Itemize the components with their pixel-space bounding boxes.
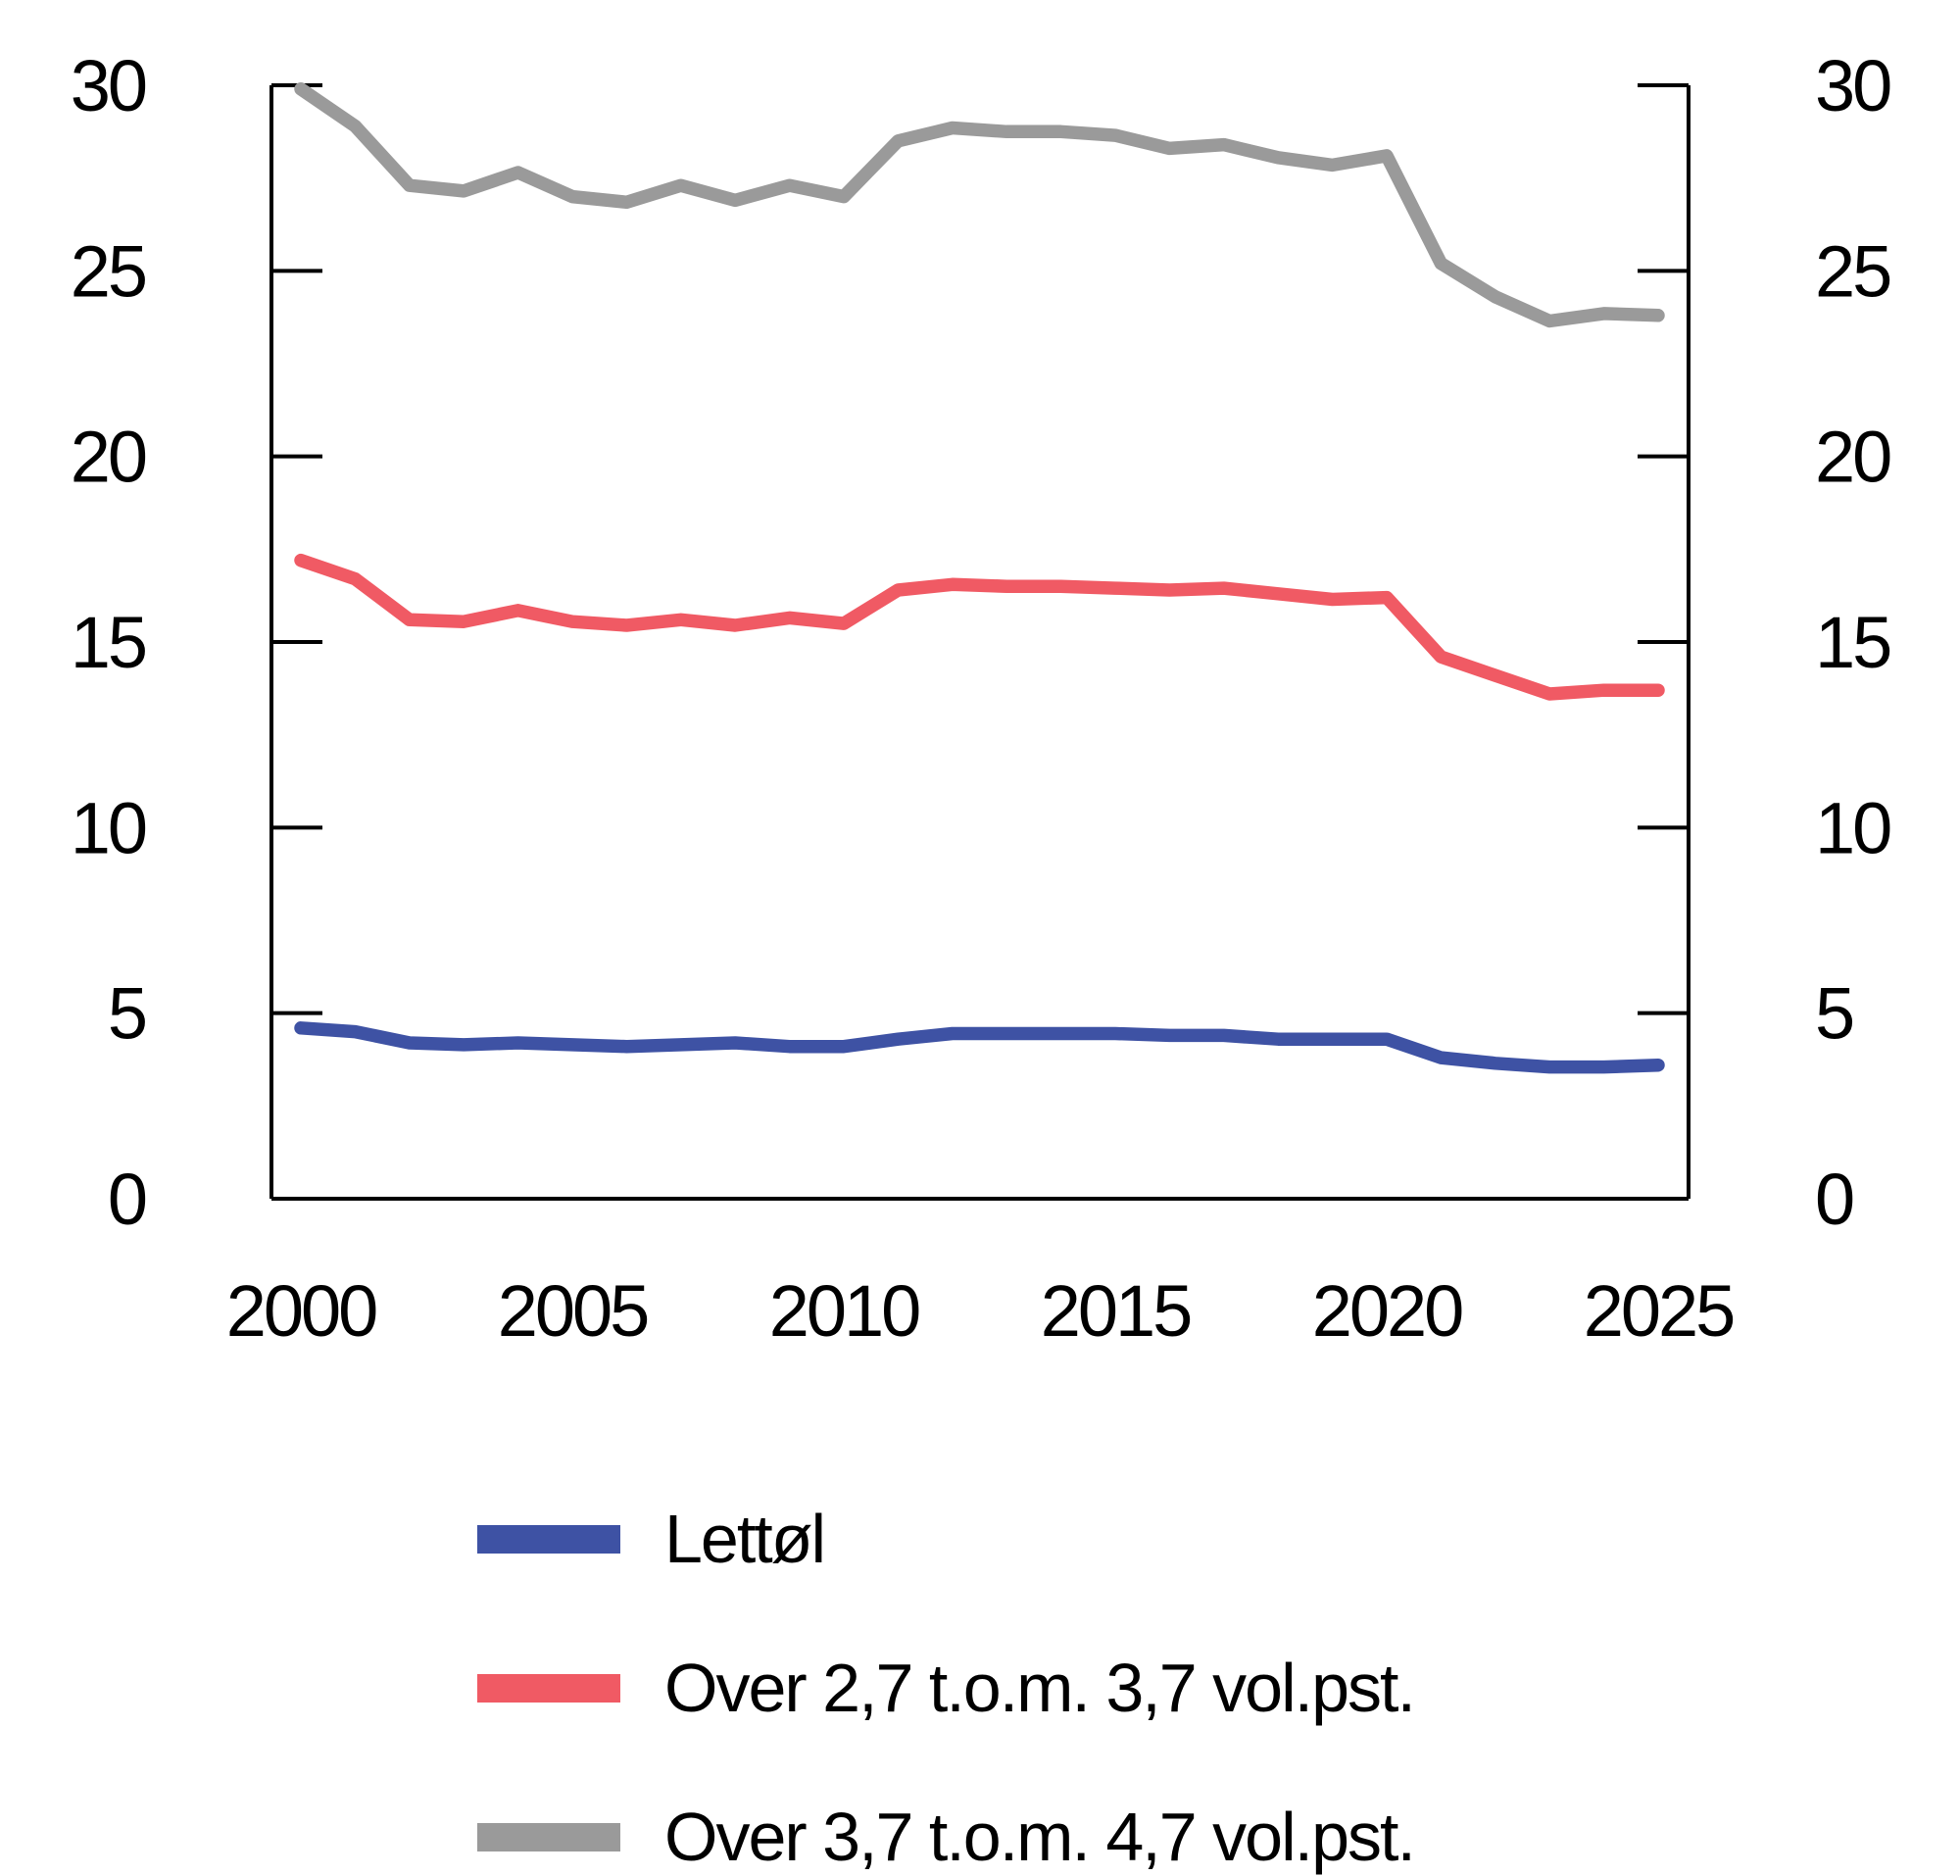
line-chart: 0 0 5 5 10 10 15 15 20 20 25 25 30 30 2000 2005 2010 2015… xyxy=(71,45,1893,1875)
y-tick-label-right: 10 xyxy=(1815,787,1890,868)
legend-item-lettol: Lettøl xyxy=(477,1500,826,1578)
y-tick-label-right: 5 xyxy=(1815,973,1853,1055)
y-tick-label-right: 15 xyxy=(1815,602,1890,683)
x-tick-label: 2025 xyxy=(1584,1270,1734,1352)
legend-swatch-over-3-7 xyxy=(477,1822,620,1851)
series-line-1 xyxy=(294,553,1665,701)
y-tick-label-left: 10 xyxy=(71,787,146,868)
series-line-2 xyxy=(294,82,1665,328)
legend-swatch-over-2-7 xyxy=(477,1673,620,1703)
series-line-0 xyxy=(294,1021,1665,1074)
y-tick-label-left: 15 xyxy=(71,602,146,683)
y-tick-label-left: 5 xyxy=(108,973,146,1055)
y-tick-label-left: 25 xyxy=(71,230,146,312)
y-tick-label-left: 30 xyxy=(71,45,146,126)
x-tick-label: 2020 xyxy=(1312,1270,1462,1352)
x-tick-label: 2015 xyxy=(1041,1270,1191,1352)
y-tick-label-right: 0 xyxy=(1815,1159,1853,1240)
legend-label-lettol: Lettøl xyxy=(664,1501,826,1577)
x-tick-label: 2000 xyxy=(226,1270,376,1352)
y-tick-label-right: 20 xyxy=(1815,417,1890,498)
x-tick-label: 2010 xyxy=(769,1270,919,1352)
y-tick-label-right: 25 xyxy=(1815,230,1890,312)
legend-item-over-2-7: Over 2,7 t.o.m. 3,7 vol.pst. xyxy=(477,1649,1416,1727)
x-tick-label: 2005 xyxy=(498,1270,648,1352)
legend-item-over-3-7: Over 3,7 t.o.m. 4,7 vol.pst. xyxy=(477,1798,1416,1876)
legend-swatch-lettol xyxy=(477,1524,620,1554)
y-tick-label-left: 0 xyxy=(108,1159,146,1240)
legend-label-over-3-7: Over 3,7 t.o.m. 4,7 vol.pst. xyxy=(664,1799,1416,1875)
legend-label-over-2-7: Over 2,7 t.o.m. 3,7 vol.pst. xyxy=(664,1650,1416,1726)
y-tick-label-right: 30 xyxy=(1815,45,1890,126)
y-tick-label-left: 20 xyxy=(71,417,146,498)
